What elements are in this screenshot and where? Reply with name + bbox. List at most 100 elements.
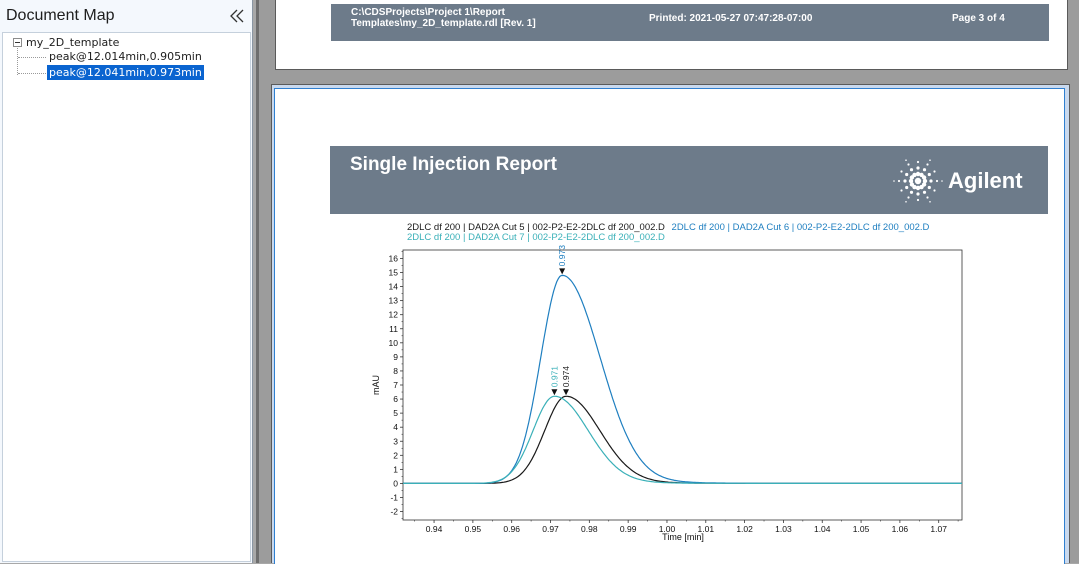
legend-entry-cut6: 2DLC df 200 | DAD2A Cut 6 | 002-P2-E2-2D… bbox=[671, 222, 930, 233]
logo-dot bbox=[935, 179, 939, 183]
logo-dot bbox=[905, 159, 907, 161]
logo-dot bbox=[929, 201, 931, 203]
logo-dot bbox=[908, 178, 914, 184]
logo-dot bbox=[907, 163, 910, 166]
page-number: Page 3 of 4 bbox=[952, 13, 1005, 24]
logo-dot bbox=[916, 198, 920, 202]
y-tick-label: 10 bbox=[389, 338, 399, 348]
tree-connector bbox=[18, 57, 46, 58]
y-tick-label: 4 bbox=[393, 422, 398, 432]
logo-dot bbox=[915, 171, 921, 177]
x-tick-label: 0.96 bbox=[503, 524, 520, 534]
report-page-frame: Single Injection Report Agilent 2DLC df … bbox=[271, 84, 1070, 564]
logo-dot bbox=[926, 196, 929, 199]
y-tick-label: -2 bbox=[390, 507, 398, 517]
y-tick-label: 1 bbox=[393, 464, 398, 474]
logo-dot bbox=[909, 190, 914, 194]
collapse-node-icon[interactable] bbox=[13, 37, 22, 47]
peak-label: 0.974 bbox=[561, 366, 571, 388]
plot-area bbox=[402, 249, 963, 521]
x-axis-label: Time [min] bbox=[662, 532, 704, 542]
x-tick-label: 1.00 bbox=[659, 524, 676, 534]
series-line bbox=[403, 395, 962, 484]
peak-label: 0.971 bbox=[549, 366, 559, 388]
logo-dot bbox=[916, 192, 920, 196]
x-tick-label: 1.02 bbox=[736, 524, 753, 534]
report-title: Single Injection Report bbox=[350, 154, 557, 175]
tree-item-peak-1[interactable]: peak@12.014min,0.905min bbox=[49, 50, 202, 63]
report-title-bar: Single Injection Report Agilent bbox=[330, 146, 1048, 214]
logo-dot bbox=[912, 172, 917, 178]
logo-dot bbox=[933, 189, 936, 192]
logo-dot bbox=[916, 160, 920, 164]
legend-row-1: 2DLC df 200 | DAD2A Cut 5 | 002-P2-E2-2D… bbox=[407, 222, 929, 233]
y-tick-label: 14 bbox=[389, 282, 399, 292]
y-tick-label: 15 bbox=[389, 268, 399, 278]
peak-marker bbox=[563, 389, 570, 396]
x-tick-label: 1.03 bbox=[775, 524, 792, 534]
logo-dot bbox=[900, 189, 903, 192]
report-viewport[interactable]: C:\CDSProjects\Project 1\Report Template… bbox=[256, 0, 1079, 564]
peak-marker bbox=[559, 268, 566, 275]
legend-entry-cut5: 2DLC df 200 | DAD2A Cut 5 | 002-P2-E2-2D… bbox=[407, 222, 665, 233]
report-page-previous: C:\CDSProjects\Project 1\Report Template… bbox=[275, 0, 1068, 70]
y-tick-label: 2 bbox=[393, 450, 398, 460]
logo-dot bbox=[905, 172, 909, 177]
logo-dot bbox=[929, 159, 931, 161]
peak-labels: 0.974 0.973 0.971 bbox=[549, 245, 571, 396]
x-tick-label: 1.05 bbox=[853, 524, 870, 534]
tree-root-label: my_2D_template bbox=[26, 35, 120, 49]
peak-label: 0.973 bbox=[557, 245, 567, 267]
y-tick-label: 9 bbox=[393, 352, 398, 362]
template-path-line1: C:\CDSProjects\Project 1\Report bbox=[351, 7, 505, 18]
y-tick-label: 3 bbox=[393, 436, 398, 446]
x-tick-label: 0.99 bbox=[620, 524, 637, 534]
document-map-tree: my_2D_template peak@12.014min,0.905min p… bbox=[2, 32, 251, 562]
logo-dot bbox=[926, 163, 929, 166]
tree-connector bbox=[17, 48, 18, 75]
template-path-line2: Templates\my_2D_template.rdl [Rev. 1] bbox=[351, 18, 536, 29]
y-tick-label: 5 bbox=[393, 408, 398, 418]
y-tick-label: 8 bbox=[393, 366, 398, 376]
logo-dot bbox=[900, 170, 903, 173]
agilent-spark-logo bbox=[893, 159, 943, 203]
y-axis-label: mAU bbox=[371, 375, 381, 395]
logo-dot bbox=[927, 172, 931, 177]
printed-timestamp: Printed: 2021-05-27 07:47:28-07:00 bbox=[649, 13, 813, 24]
logo-dot bbox=[914, 177, 922, 185]
x-tick-label: 0.98 bbox=[581, 524, 598, 534]
agilent-brand-name: Agilent bbox=[948, 168, 1023, 193]
document-map-title: Document Map bbox=[6, 7, 115, 24]
chart-series bbox=[403, 274, 962, 484]
logo-dot bbox=[916, 166, 920, 170]
logo-dot bbox=[927, 185, 931, 190]
y-tick-label: -1 bbox=[390, 493, 398, 503]
logo-dot bbox=[915, 185, 921, 191]
x-axis: 0.94 0.95 0.96 0.97 0.98 0.99 1.00 1.01 1.02 1.03… bbox=[414, 520, 959, 534]
logo-dot bbox=[905, 185, 909, 190]
x-tick-label: 1.07 bbox=[930, 524, 947, 534]
document-map-pane: Document Map my_2D_template peak@12.014m… bbox=[0, 0, 253, 563]
y-tick-label: 16 bbox=[389, 253, 399, 263]
tree-root-node[interactable]: my_2D_template bbox=[13, 35, 119, 49]
logo-dot bbox=[919, 184, 924, 190]
y-tick-label: 13 bbox=[389, 296, 399, 306]
double-chevron-left-icon[interactable] bbox=[228, 7, 246, 25]
report-page-current: Single Injection Report Agilent 2DLC df … bbox=[274, 88, 1065, 564]
logo-dot bbox=[941, 180, 943, 182]
logo-dot bbox=[907, 196, 910, 199]
x-tick-label: 0.94 bbox=[426, 524, 443, 534]
x-tick-label: 0.97 bbox=[542, 524, 559, 534]
logo-dot bbox=[903, 179, 907, 183]
y-tick-label: 12 bbox=[389, 310, 399, 320]
logo-dot bbox=[929, 179, 933, 183]
logo-dot bbox=[897, 179, 901, 183]
logo-dot bbox=[921, 175, 927, 180]
logo-dot bbox=[893, 180, 895, 182]
template-path: C:\CDSProjects\Project 1\Report Template… bbox=[351, 7, 611, 29]
x-tick-label: 1.04 bbox=[814, 524, 831, 534]
peak-marker bbox=[551, 389, 558, 396]
tree-item-peak-2[interactable]: peak@12.041min,0.973min bbox=[47, 65, 204, 80]
y-tick-label: 7 bbox=[393, 380, 398, 390]
